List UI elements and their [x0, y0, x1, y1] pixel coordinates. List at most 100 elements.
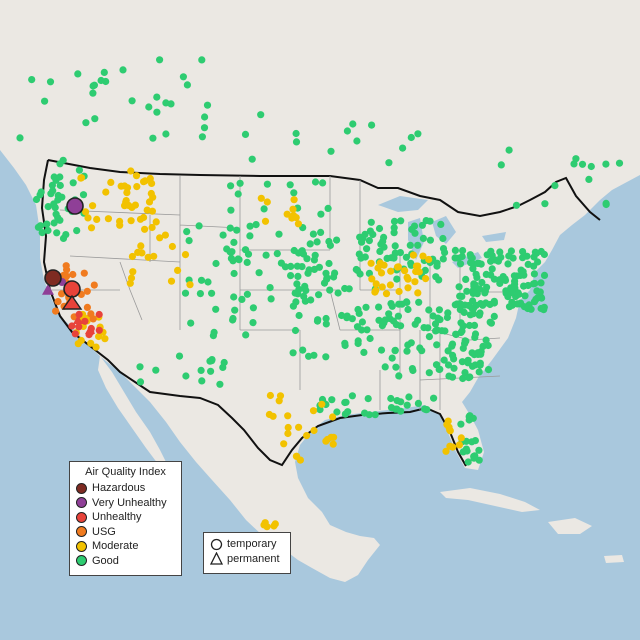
site-marker — [536, 288, 544, 296]
site-marker — [497, 161, 505, 169]
site-marker — [439, 234, 447, 243]
site-marker — [505, 252, 513, 260]
site-marker — [530, 270, 539, 278]
site-marker — [444, 361, 453, 369]
site-marker — [426, 236, 434, 244]
site-marker — [44, 203, 52, 211]
site-marker — [261, 217, 270, 225]
site-marker — [81, 317, 89, 325]
site-marker — [399, 144, 407, 152]
site-marker — [252, 221, 260, 229]
site-marker — [514, 290, 522, 298]
site-marker — [394, 263, 402, 271]
site-marker — [230, 238, 238, 246]
site-marker — [54, 214, 62, 222]
site-marker — [469, 297, 477, 305]
site-marker — [456, 260, 465, 268]
site-marker — [306, 240, 314, 248]
site-marker — [464, 359, 472, 367]
circle-icon — [210, 538, 223, 550]
site-marker — [406, 241, 414, 249]
legend-type-item: permanent — [210, 552, 284, 567]
site-marker — [227, 206, 235, 214]
site-marker — [315, 291, 323, 299]
site-marker — [513, 300, 522, 308]
legend-label: Unhealthy — [92, 511, 142, 524]
site-marker — [75, 323, 83, 331]
legend-item: USG — [76, 525, 175, 540]
site-marker — [442, 447, 450, 455]
site-type-legend: temporary permanent — [203, 532, 291, 574]
site-marker — [150, 252, 158, 260]
site-marker — [195, 222, 203, 230]
site-marker — [367, 259, 375, 267]
site-marker — [443, 313, 451, 322]
site-marker — [505, 303, 514, 311]
site-marker — [425, 306, 433, 314]
site-marker — [286, 181, 294, 189]
site-marker — [356, 233, 364, 241]
site-marker — [314, 316, 322, 324]
site-marker — [376, 259, 384, 267]
site-marker — [409, 251, 417, 259]
site-marker — [507, 284, 515, 292]
site-marker — [361, 230, 369, 238]
site-marker — [267, 295, 275, 303]
site-marker — [201, 113, 209, 121]
site-marker — [459, 247, 467, 255]
site-marker — [318, 400, 326, 408]
site-marker — [181, 251, 190, 259]
site-marker — [429, 312, 437, 320]
site-marker — [186, 281, 194, 289]
site-marker — [263, 180, 271, 188]
site-marker — [463, 287, 471, 295]
site-marker — [430, 394, 438, 402]
site-marker — [410, 222, 419, 230]
site-marker — [54, 191, 62, 200]
site-marker — [433, 326, 441, 334]
site-marker — [325, 259, 333, 268]
site-marker — [128, 203, 136, 211]
site-marker — [418, 221, 426, 229]
site-marker — [233, 226, 241, 234]
site-marker — [578, 160, 587, 168]
site-marker — [443, 421, 451, 429]
site-marker — [497, 253, 505, 261]
site-marker — [235, 256, 243, 264]
site-marker — [305, 266, 313, 274]
site-marker — [56, 181, 64, 190]
site-marker — [587, 162, 595, 171]
site-marker — [28, 76, 36, 84]
site-marker — [310, 426, 318, 435]
site-marker — [265, 410, 273, 419]
site-marker — [293, 262, 301, 270]
site-marker — [79, 191, 88, 199]
legend-swatch — [76, 482, 87, 494]
site-marker — [292, 138, 301, 146]
site-marker — [203, 101, 212, 109]
site-marker — [462, 275, 470, 283]
site-marker — [287, 272, 295, 280]
site-marker — [257, 111, 265, 119]
site-marker — [210, 328, 218, 336]
site-marker — [379, 237, 387, 245]
site-marker — [149, 134, 157, 142]
site-marker — [248, 155, 256, 163]
site-marker — [249, 319, 257, 327]
site-marker — [41, 97, 49, 105]
site-marker — [478, 278, 486, 287]
site-marker — [133, 183, 141, 191]
site-marker — [262, 251, 270, 259]
site-marker — [284, 429, 292, 438]
legend-swatch — [76, 511, 87, 523]
site-marker — [387, 394, 395, 403]
site-marker — [126, 279, 134, 287]
site-marker — [156, 56, 164, 64]
site-marker — [52, 307, 60, 315]
site-marker — [168, 242, 176, 251]
site-marker — [322, 269, 330, 277]
site-marker — [330, 433, 338, 441]
site-marker — [292, 129, 300, 138]
site-marker — [519, 254, 527, 262]
site-marker — [162, 130, 170, 138]
